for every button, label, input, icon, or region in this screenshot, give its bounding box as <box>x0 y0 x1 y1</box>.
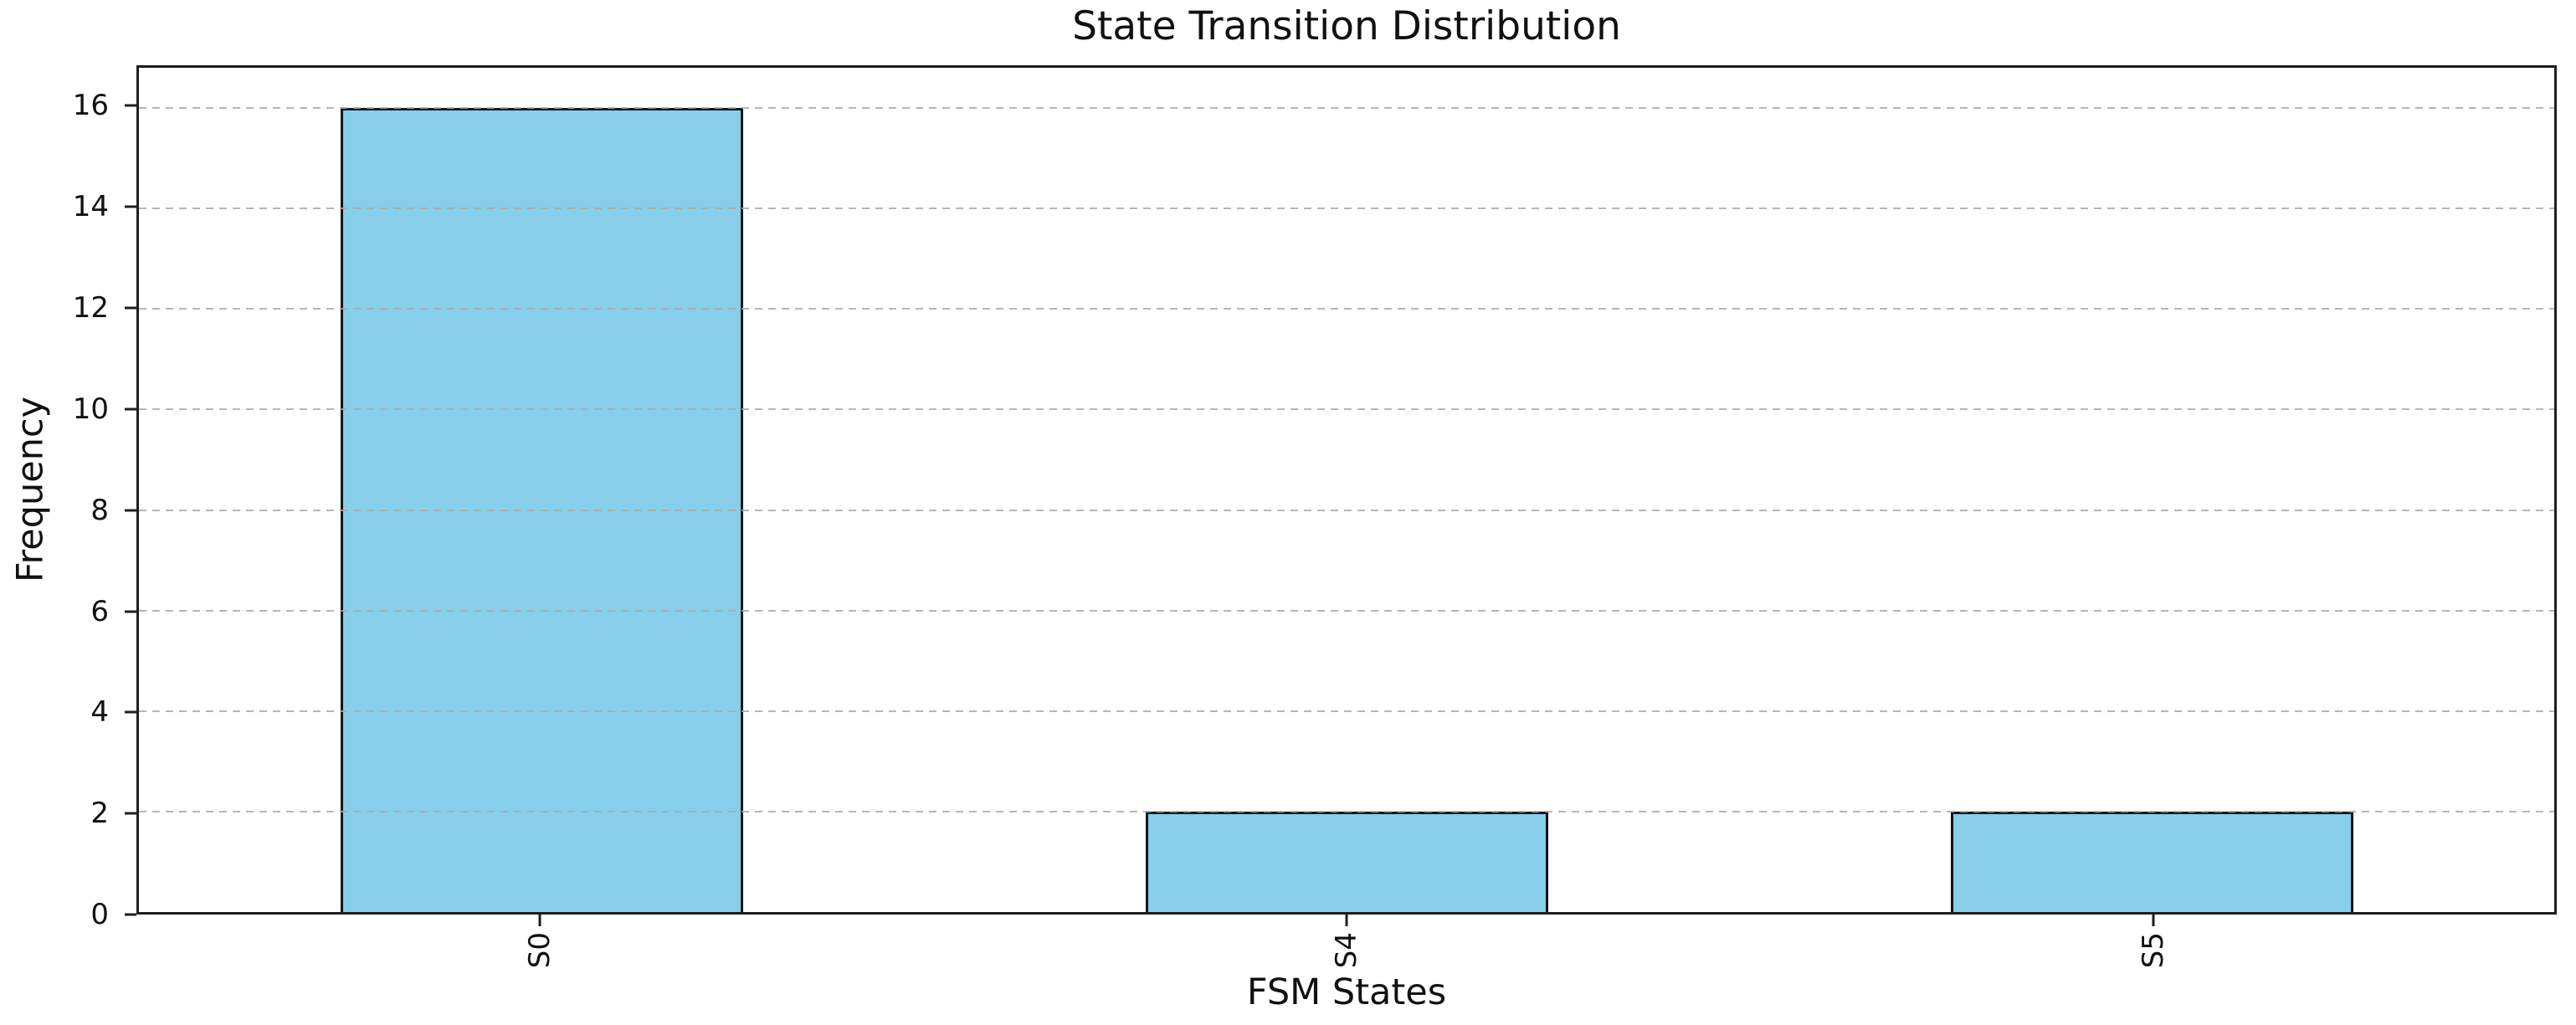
y-tick-label-10: 10 <box>72 392 109 426</box>
chart-title: State Transition Distribution <box>1072 3 1621 49</box>
x-tick-label-S4: S4 <box>1330 932 1363 969</box>
plot-area <box>136 65 2557 915</box>
y-tick-label-0: 0 <box>90 898 109 931</box>
y-tick-mark-16 <box>125 104 136 107</box>
x-tick-mark-S5 <box>2152 915 2155 926</box>
y-tick-label-8: 8 <box>90 493 109 527</box>
y-tick-mark-4 <box>125 710 136 714</box>
y-tick-mark-2 <box>125 812 136 815</box>
bar-S4 <box>1145 811 1548 912</box>
x-axis-label: FSM States <box>1246 971 1447 1013</box>
y-axis-tick-marks <box>125 65 136 916</box>
y-tick-label-12: 12 <box>72 291 109 325</box>
y-tick-mark-14 <box>125 205 136 208</box>
y-tick-label-16: 16 <box>72 89 109 123</box>
y-tick-mark-0 <box>125 913 136 916</box>
x-tick-label-S5: S5 <box>2137 932 2170 969</box>
y-tick-label-14: 14 <box>72 190 109 224</box>
x-tick-mark-S4 <box>1345 915 1348 926</box>
y-axis-tick-labels: 0 2 4 6 8 10 12 14 16 <box>0 65 112 929</box>
bar-S5 <box>1950 811 2353 912</box>
y-tick-mark-12 <box>125 306 136 310</box>
x-tick-label-S0: S0 <box>523 932 557 969</box>
y-tick-mark-10 <box>125 407 136 411</box>
bars-layer <box>139 68 2554 912</box>
x-axis-tick-marks <box>136 915 2557 928</box>
y-tick-label-2: 2 <box>90 797 109 831</box>
x-tick-mark-S0 <box>538 915 541 926</box>
y-tick-mark-8 <box>125 509 136 512</box>
y-tick-mark-6 <box>125 610 136 612</box>
y-tick-label-4: 4 <box>90 695 109 730</box>
y-tick-label-6: 6 <box>90 594 109 628</box>
bar-S0 <box>340 108 743 912</box>
